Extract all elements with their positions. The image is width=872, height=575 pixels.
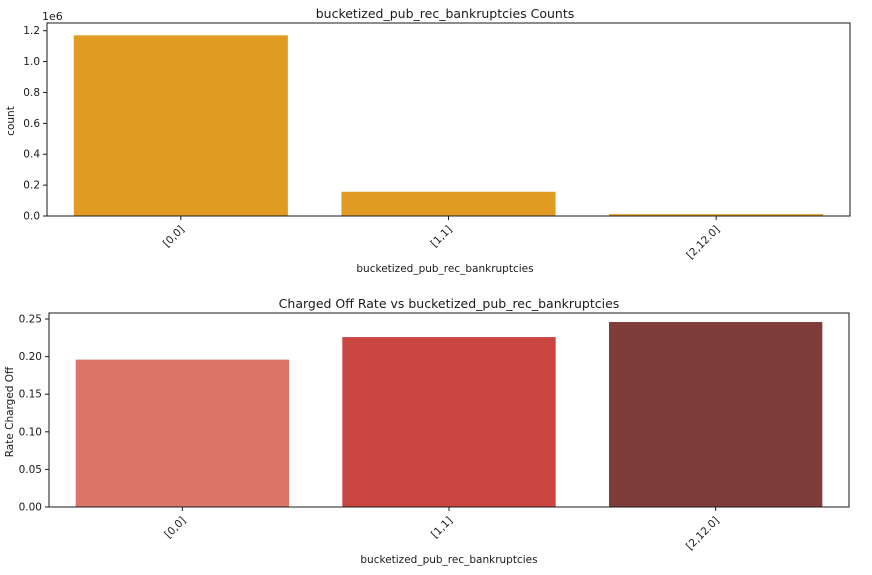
x-tick-label: [0,0] (161, 224, 187, 250)
chart-counts: bucketized_pub_rec_bankruptcies Counts 1… (5, 6, 851, 275)
x-tick-label: [1,1] (429, 224, 455, 250)
y-axis-label: Rate Charged Off (4, 366, 16, 457)
y-tick-label: 0.6 (23, 118, 40, 130)
chart-rate: Charged Off Rate vs bucketized_pub_rec_b… (4, 296, 850, 566)
plot-frame (48, 312, 850, 508)
y-tick-label: 0.05 (19, 464, 42, 476)
bars-group (73, 35, 824, 216)
y-tick-label: 0.25 (19, 314, 42, 326)
x-tick-label: [1,1] (429, 515, 455, 541)
x-axis-label: bucketized_pub_rec_bankruptcies (360, 554, 537, 566)
bar-2 (342, 337, 556, 507)
bar-2 (341, 191, 556, 216)
x-tick-label: [2,12.0] (684, 224, 722, 262)
x-tick-label: [2,12.0] (684, 515, 722, 553)
y-axis-label: count (5, 106, 17, 136)
bars-group (75, 322, 823, 507)
y-tick-label: 0.10 (19, 426, 42, 438)
y-tick-label: 0.00 (19, 502, 42, 514)
plot-frame (46, 22, 851, 217)
x-axis-label: bucketized_pub_rec_bankruptcies (356, 263, 533, 275)
y-ticks-group: 0.00 0.05 0.10 0.15 0.20 0.25 (19, 314, 49, 514)
y-tick-label: 0.15 (19, 389, 42, 401)
bar-3 (609, 214, 824, 216)
x-tick-label: [0,0] (162, 515, 188, 541)
x-ticks-group: [0,0] [1,1] [2,12.0] (161, 216, 722, 262)
y-tick-label: 0.2 (23, 180, 40, 192)
y-tick-label: 0.4 (23, 149, 40, 161)
x-ticks-group: [0,0] [1,1] [2,12.0] (162, 507, 722, 553)
y-ticks-group: 0.0 0.2 0.4 0.6 0.8 1.0 1.2 (23, 25, 47, 223)
y-tick-label: 0.20 (19, 351, 42, 363)
y-tick-label: 1.2 (23, 25, 40, 37)
bar-3 (609, 322, 823, 507)
y-tick-label: 0.0 (23, 211, 40, 223)
offset-label: 1e6 (42, 10, 63, 23)
bar-1 (73, 35, 288, 216)
y-tick-label: 1.0 (23, 56, 40, 68)
chart-title: bucketized_pub_rec_bankruptcies Counts (316, 6, 575, 21)
chart-title: Charged Off Rate vs bucketized_pub_rec_b… (279, 296, 620, 311)
bar-1 (75, 359, 290, 507)
y-tick-label: 0.8 (23, 87, 40, 99)
